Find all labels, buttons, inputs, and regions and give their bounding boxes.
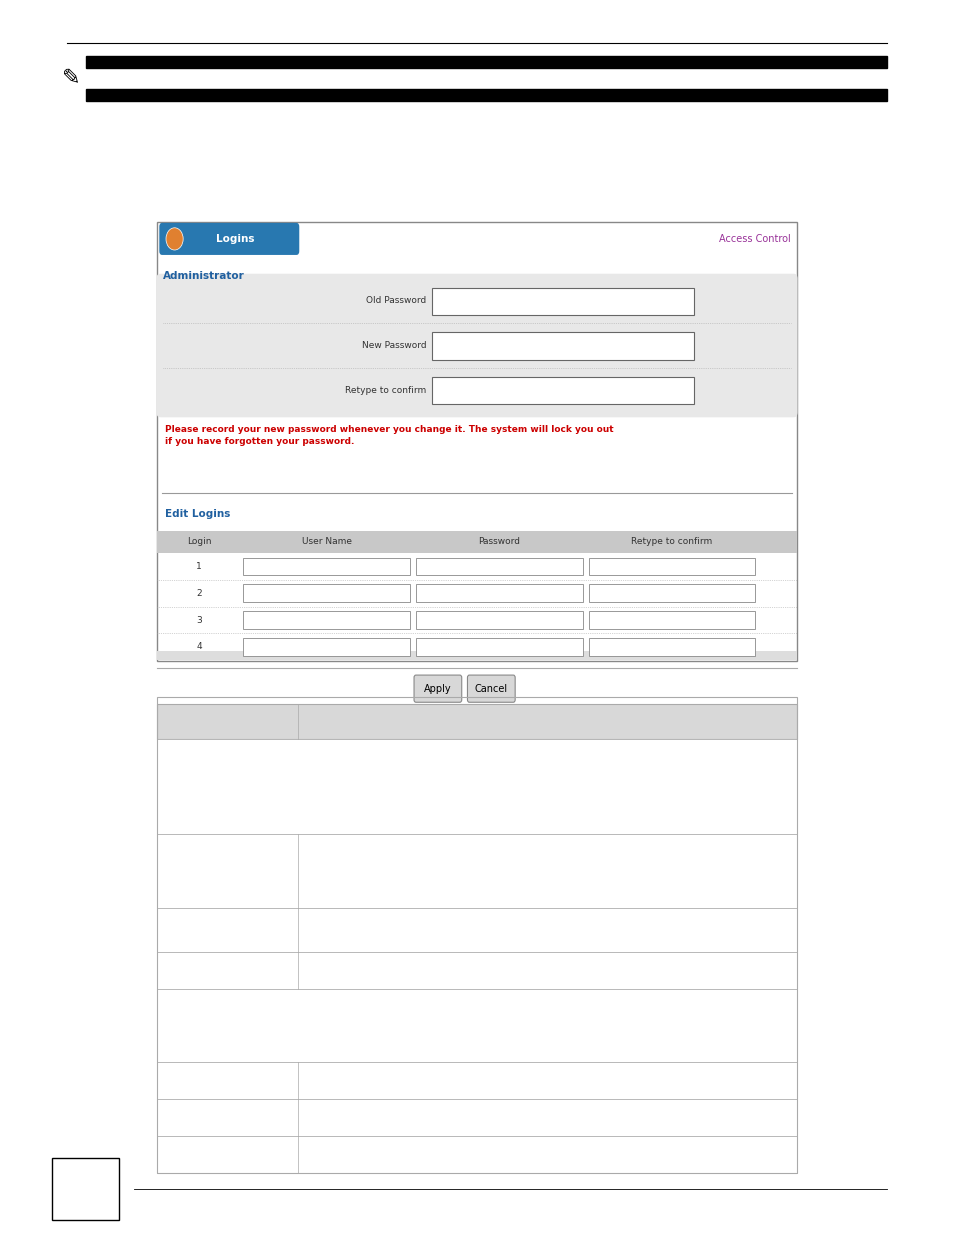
Bar: [243, 611, 410, 629]
Bar: [157, 531, 796, 553]
Text: Cancel: Cancel: [475, 684, 507, 694]
Text: 1: 1: [196, 562, 202, 571]
Bar: [157, 1062, 796, 1099]
FancyBboxPatch shape: [467, 676, 515, 703]
Bar: [416, 638, 582, 656]
Text: Please record your new password whenever you change it. The system will lock you: Please record your new password whenever…: [165, 425, 613, 446]
Text: Administrator: Administrator: [163, 272, 245, 282]
Bar: [157, 698, 796, 1173]
Bar: [416, 558, 582, 576]
Bar: [157, 1099, 796, 1136]
Bar: [432, 377, 694, 404]
Bar: [588, 558, 755, 576]
Bar: [588, 584, 755, 601]
FancyBboxPatch shape: [414, 676, 461, 703]
Bar: [86, 89, 886, 101]
Bar: [52, 1158, 119, 1220]
Bar: [588, 638, 755, 656]
Bar: [157, 908, 796, 952]
Text: Password: Password: [477, 537, 519, 546]
Text: 3: 3: [196, 615, 202, 625]
Text: Login: Login: [187, 537, 211, 546]
Bar: [243, 638, 410, 656]
Text: Apply: Apply: [424, 684, 451, 694]
Bar: [157, 834, 796, 908]
Bar: [588, 611, 755, 629]
Text: Logins: Logins: [215, 233, 254, 243]
Bar: [86, 56, 886, 68]
Bar: [157, 704, 796, 739]
Bar: [157, 989, 796, 1062]
Bar: [157, 952, 796, 989]
Bar: [157, 1136, 796, 1173]
Text: Edit Logins: Edit Logins: [165, 509, 231, 519]
Text: ✎: ✎: [62, 68, 81, 89]
Text: Retype to confirm: Retype to confirm: [631, 537, 712, 546]
Bar: [243, 558, 410, 576]
Bar: [157, 651, 796, 661]
FancyBboxPatch shape: [159, 222, 299, 254]
Text: 4: 4: [196, 642, 201, 651]
Bar: [432, 288, 694, 315]
Text: New Password: New Password: [361, 341, 426, 350]
FancyBboxPatch shape: [156, 274, 797, 417]
Bar: [243, 584, 410, 601]
Circle shape: [166, 227, 183, 249]
Bar: [416, 584, 582, 601]
Text: Old Password: Old Password: [366, 296, 426, 305]
Bar: [157, 222, 796, 661]
Bar: [432, 332, 694, 359]
Bar: [416, 611, 582, 629]
Text: User Name: User Name: [301, 537, 352, 546]
Bar: [157, 739, 796, 834]
Text: 2: 2: [196, 589, 201, 598]
Text: Retype to confirm: Retype to confirm: [345, 385, 426, 394]
Text: Access Control: Access Control: [719, 233, 790, 243]
